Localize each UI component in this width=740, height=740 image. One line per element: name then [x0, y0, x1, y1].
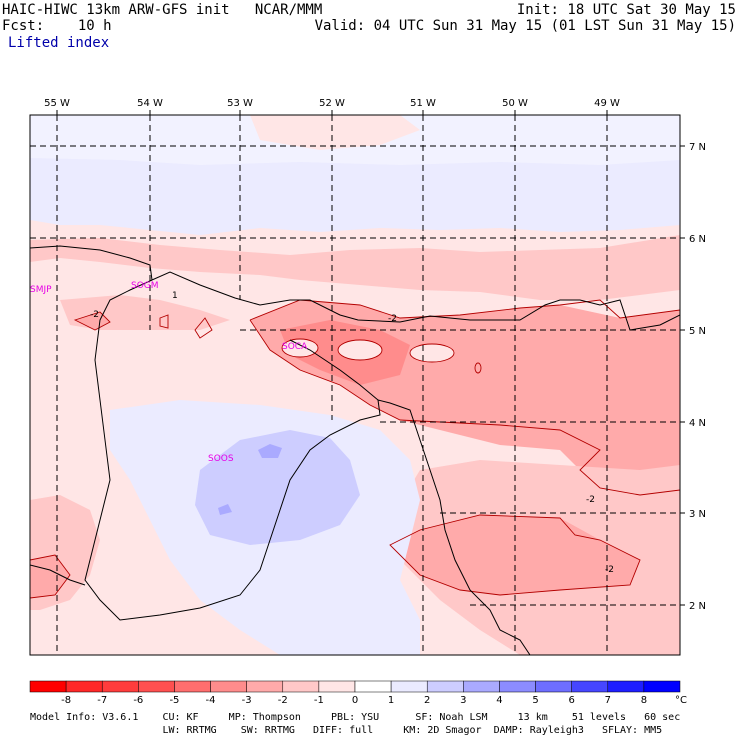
- colorbar-box: [354, 680, 392, 693]
- lat-ticks: [680, 145, 685, 606]
- contour-nw-small2: [159, 314, 169, 329]
- shaded-field: [30, 115, 680, 655]
- map-frame: [29, 114, 681, 656]
- colorbar-box: [101, 680, 139, 693]
- colorbar-box: [535, 680, 572, 693]
- colorbar-box: [499, 680, 536, 693]
- colorbar-tick-label: 3: [460, 695, 467, 706]
- field-pink-patch-top: [250, 115, 420, 150]
- colorbar-box: [282, 680, 320, 693]
- colorbar-tick-label: 2: [424, 695, 431, 706]
- colorbar-tick-label: -2: [277, 695, 288, 706]
- colorbar-tick-label: -6: [133, 695, 144, 706]
- lon-label: 55 W: [44, 98, 70, 109]
- colorbar-tick-label: -5: [169, 695, 180, 706]
- lon-label: 51 W: [410, 98, 436, 109]
- station-label: SMJP: [30, 285, 52, 295]
- lat-label: 2 N: [689, 601, 706, 612]
- contour-neg2-west: [30, 554, 71, 599]
- colorbar-tick-label: 6: [568, 695, 575, 706]
- field-neg2-west: [30, 555, 70, 598]
- model-info-line2: LW: RRTMG SW: RRTMG DIFF: full KM: 2D Sm…: [30, 725, 663, 736]
- colorbar-tick-label: 8: [640, 695, 648, 706]
- lat-label: 6 N: [689, 234, 706, 245]
- colorbar-box: [607, 680, 645, 693]
- colorbar-box: [390, 680, 428, 693]
- field-hole-1: [338, 340, 382, 360]
- border-french-guiana: [377, 399, 531, 655]
- colorbar-unit: °C: [675, 695, 687, 706]
- valid-time: Valid: 04 UTC Sun 31 May 15 (01 LST Sun …: [314, 18, 736, 34]
- field-blue-core: [195, 430, 360, 545]
- forecast-hour: Fcst: 10 h: [2, 18, 112, 34]
- colorbar-box: [426, 680, 464, 693]
- lat-label: 7 N: [689, 142, 706, 153]
- station-label: SOGM: [131, 281, 159, 291]
- contour-hole-3: [409, 343, 455, 363]
- model-title: HAIC-HIWC 13km ARW-GFS init NCAR/MMM: [2, 2, 323, 18]
- model-info-line1: Model Info: V3.6.1 CU: KF MP: Thompson P…: [30, 712, 681, 723]
- contour-lines: [30, 299, 680, 599]
- colorbar-box: [29, 680, 67, 693]
- contour-dot: [474, 362, 482, 374]
- colorbar-tick-label: 0: [351, 695, 359, 706]
- lon-label: 53 W: [227, 98, 253, 109]
- contour-label: 1: [172, 291, 178, 301]
- contour-label: -2: [90, 310, 99, 320]
- contour-neg2-north: [249, 299, 680, 321]
- lat-label: 5 N: [689, 326, 706, 337]
- lon-ticks: [56, 110, 608, 115]
- colorbar-box: [463, 680, 500, 693]
- contour-label: -2: [586, 495, 595, 505]
- colorbar-box: [318, 680, 356, 693]
- colorbar-box: [643, 680, 681, 693]
- field-name: Lifted index: [8, 35, 110, 51]
- field-hole-2: [282, 339, 318, 357]
- colorbar-box: [246, 680, 284, 693]
- lon-label: 49 W: [594, 98, 620, 109]
- lon-label: 52 W: [319, 98, 345, 109]
- colorbar-tick-label: -3: [241, 695, 252, 706]
- contour-neg2-south: [389, 514, 641, 596]
- contour-neg2-nw: [73, 311, 111, 331]
- border-guyana-suriname: [84, 279, 381, 621]
- colorbar-tick-label: 7: [604, 695, 611, 706]
- init-time: Init: 18 UTC Sat 30 May 15: [516, 2, 736, 18]
- contour-neg2-southedge: [249, 319, 680, 496]
- lon-label: 50 W: [502, 98, 528, 109]
- station-label: SOCA: [282, 342, 308, 352]
- lat-label: 4 N: [689, 418, 706, 429]
- contour-nw-small: [194, 317, 213, 339]
- colorbar-tick-label: -8: [61, 695, 72, 706]
- colorbar-tick-label: 4: [496, 695, 503, 706]
- colorbar-box: [210, 680, 247, 693]
- lat-lon-grid: [30, 115, 680, 655]
- colorbar-tick-label: 1: [387, 695, 395, 706]
- colorbar-box: [571, 680, 609, 693]
- colorbar-box: [65, 680, 103, 693]
- lat-label: 3 N: [689, 509, 706, 520]
- field-pink-band: [30, 235, 680, 300]
- colorbar-tick-label: -7: [97, 695, 108, 706]
- contour-label: -2: [388, 314, 397, 324]
- contour-label: -2: [605, 565, 614, 575]
- colorbar-box: [138, 680, 175, 693]
- colorbar-box: [174, 680, 211, 693]
- colorbar-tick-label: -4: [205, 695, 216, 706]
- contour-hole-2: [281, 338, 319, 358]
- field-blue-max: [258, 444, 282, 458]
- contour-hole-1: [337, 339, 383, 361]
- field-blue-max2: [218, 504, 232, 515]
- lon-label: 54 W: [137, 98, 163, 109]
- station-label: SOOS: [208, 454, 234, 464]
- colorbar: [29, 680, 681, 693]
- field-hole-3: [410, 344, 454, 362]
- colorbar-tick-label: 5: [532, 695, 539, 706]
- border-west: [30, 564, 86, 586]
- field-blue-top: [30, 115, 680, 235]
- colorbar-tick-label: -1: [313, 695, 324, 706]
